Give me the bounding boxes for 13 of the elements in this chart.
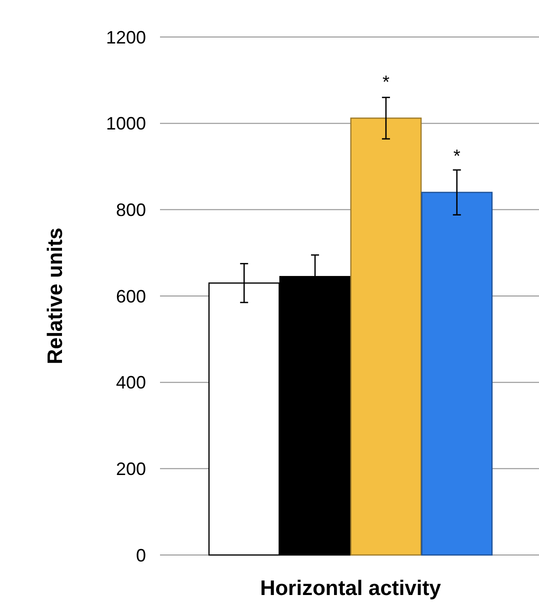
y-tick-label: 0	[136, 545, 146, 566]
y-axis-title: Relative units	[44, 228, 67, 364]
bar	[421, 192, 493, 556]
bar	[350, 118, 422, 556]
x-axis-title: Horizontal activity	[260, 577, 442, 600]
annotation: *	[382, 72, 390, 92]
y-tick-label: 800	[116, 200, 146, 220]
y-tick-label: 400	[116, 372, 146, 393]
y-tick-label: 200	[116, 458, 146, 479]
y-tick-label: 600	[116, 286, 146, 306]
annotation: *	[453, 146, 460, 166]
y-tick-label: 1000	[106, 114, 146, 134]
y-tick-label: 1200	[106, 27, 146, 48]
